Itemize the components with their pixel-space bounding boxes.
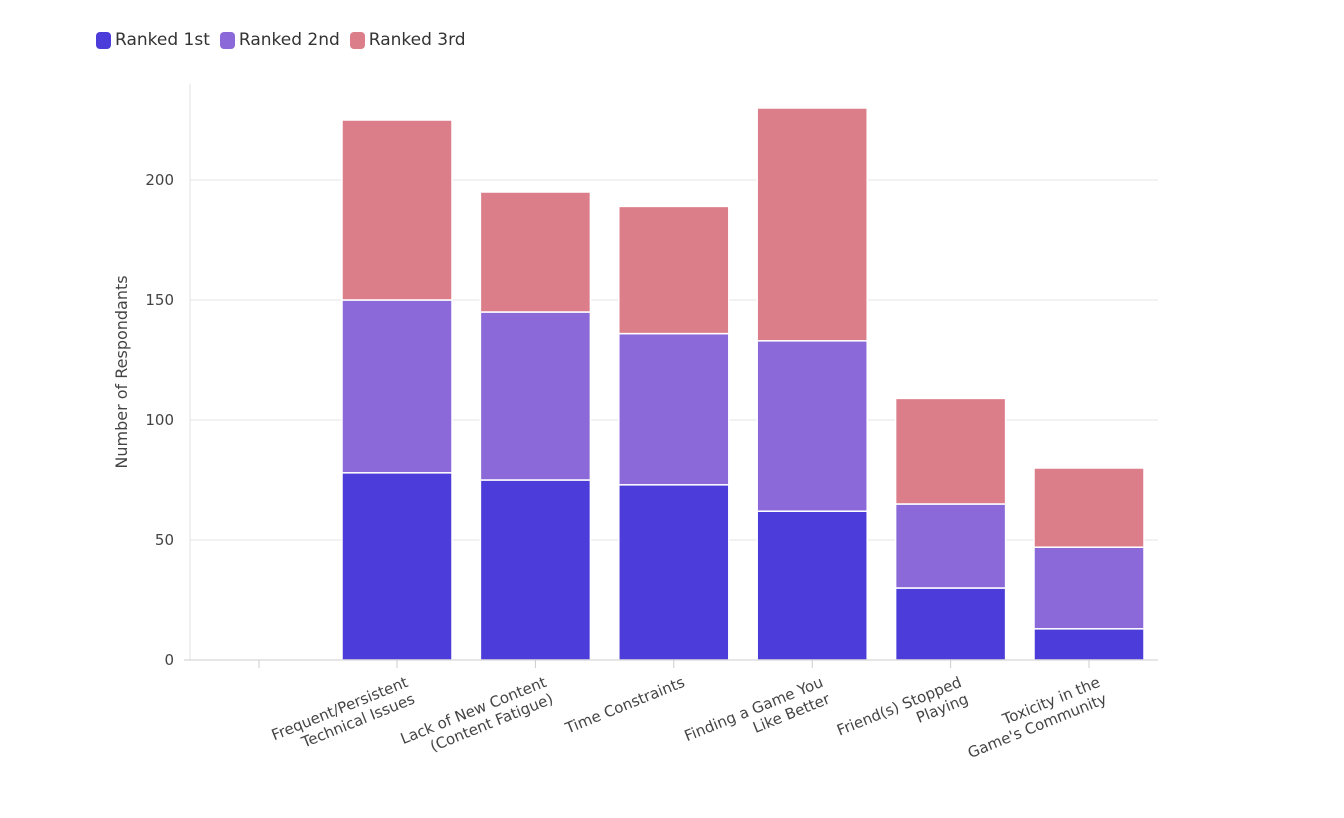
x-category-label: Toxicity in theGame's Community xyxy=(958,673,1109,762)
legend-label-ranked-3rd: Ranked 3rd xyxy=(368,30,466,50)
legend-swatch-ranked-1st xyxy=(96,31,111,49)
bar-segment-ranked-2nd-4[interactable] xyxy=(894,503,1007,589)
legend-swatch-ranked-2nd xyxy=(219,31,235,49)
bar-segment-ranked-2nd-5[interactable] xyxy=(1033,546,1145,630)
legend-item-ranked-1st[interactable]: Ranked 1st xyxy=(96,30,210,50)
bar-segment-ranked-3rd-4[interactable] xyxy=(894,397,1007,505)
legend: Ranked 1st Ranked 2nd Ranked 3rd xyxy=(96,30,476,50)
bar-segment-ranked-3rd-5[interactable] xyxy=(1033,467,1145,548)
y-tick-label: 50 xyxy=(155,531,174,549)
bar-segment-ranked-3rd-3[interactable] xyxy=(756,107,868,342)
y-tick-label: 200 xyxy=(145,171,174,189)
bar-segment-ranked-2nd-3[interactable] xyxy=(756,340,868,512)
bar-segment-ranked-3rd-1[interactable] xyxy=(479,191,592,313)
bar-segment-ranked-1st-1[interactable] xyxy=(479,479,592,661)
bar-segment-ranked-2nd-0[interactable] xyxy=(341,299,453,474)
x-category-label: Friend(s) StoppedPlaying xyxy=(834,673,971,756)
x-category-label: Frequent/PersistentTechnical Issues xyxy=(269,673,418,761)
bar-segment-ranked-1st-2[interactable] xyxy=(618,484,730,661)
y-tick-label: 100 xyxy=(145,411,174,429)
bar-segment-ranked-1st-3[interactable] xyxy=(756,510,868,661)
y-axis-title: Number of Respondants xyxy=(112,275,131,468)
x-category-label: Finding a Game YouLike Better xyxy=(682,673,833,762)
bar-segment-ranked-1st-5[interactable] xyxy=(1033,628,1145,661)
bar-segment-ranked-3rd-0[interactable] xyxy=(341,119,453,301)
legend-item-ranked-3rd[interactable]: Ranked 3rd xyxy=(349,30,466,50)
legend-swatch-ranked-3rd xyxy=(349,31,365,49)
x-category-label-line: Time Constraints xyxy=(562,673,688,738)
bar-segment-ranked-1st-0[interactable] xyxy=(341,472,453,661)
axes xyxy=(184,84,1158,668)
bar-segment-ranked-2nd-1[interactable] xyxy=(479,311,592,481)
bar-segment-ranked-2nd-2[interactable] xyxy=(618,332,730,486)
x-category-label: Lack of New Content(Content Fatigue) xyxy=(398,673,556,765)
bars xyxy=(341,107,1145,661)
bar-segment-ranked-1st-4[interactable] xyxy=(894,587,1007,661)
legend-item-ranked-2nd[interactable]: Ranked 2nd xyxy=(219,30,340,50)
y-tick-label: 0 xyxy=(164,651,174,669)
legend-label-ranked-2nd: Ranked 2nd xyxy=(238,30,340,50)
bar-segment-ranked-3rd-2[interactable] xyxy=(618,205,730,335)
x-category-label: Time Constraints xyxy=(562,673,688,738)
legend-label-ranked-1st: Ranked 1st xyxy=(115,30,210,50)
y-tick-label: 150 xyxy=(145,291,174,309)
